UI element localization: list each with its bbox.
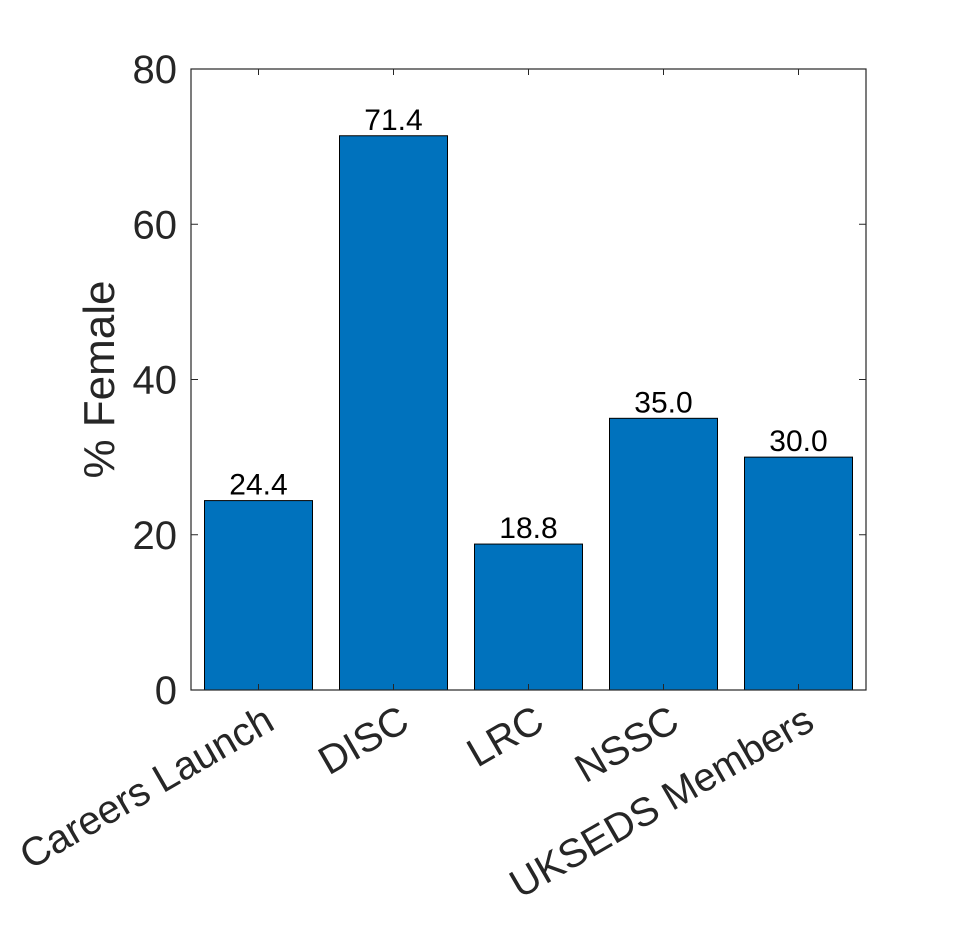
y-axis-ticks	[191, 68, 866, 691]
data-label: 71.4	[364, 104, 422, 137]
bars-group	[204, 135, 853, 691]
bar-careers-launch	[204, 500, 313, 691]
bar-ukseds-members	[744, 456, 853, 691]
y-tick-label: 60	[133, 203, 178, 247]
data-label: 24.4	[229, 469, 287, 502]
bar-lrc	[474, 543, 583, 691]
bar-nssc	[609, 417, 718, 691]
y-tick-label: 20	[133, 514, 178, 558]
data-label: 30.0	[769, 425, 827, 458]
data-label: 18.8	[499, 512, 557, 545]
data-label: 35.0	[634, 386, 692, 419]
y-tick-label: 0	[155, 669, 177, 713]
bar-disc	[339, 135, 448, 691]
y-axis-title: % Female	[75, 280, 124, 478]
y-tick-label: 40	[133, 359, 178, 403]
y-tick-label: 80	[133, 48, 178, 92]
